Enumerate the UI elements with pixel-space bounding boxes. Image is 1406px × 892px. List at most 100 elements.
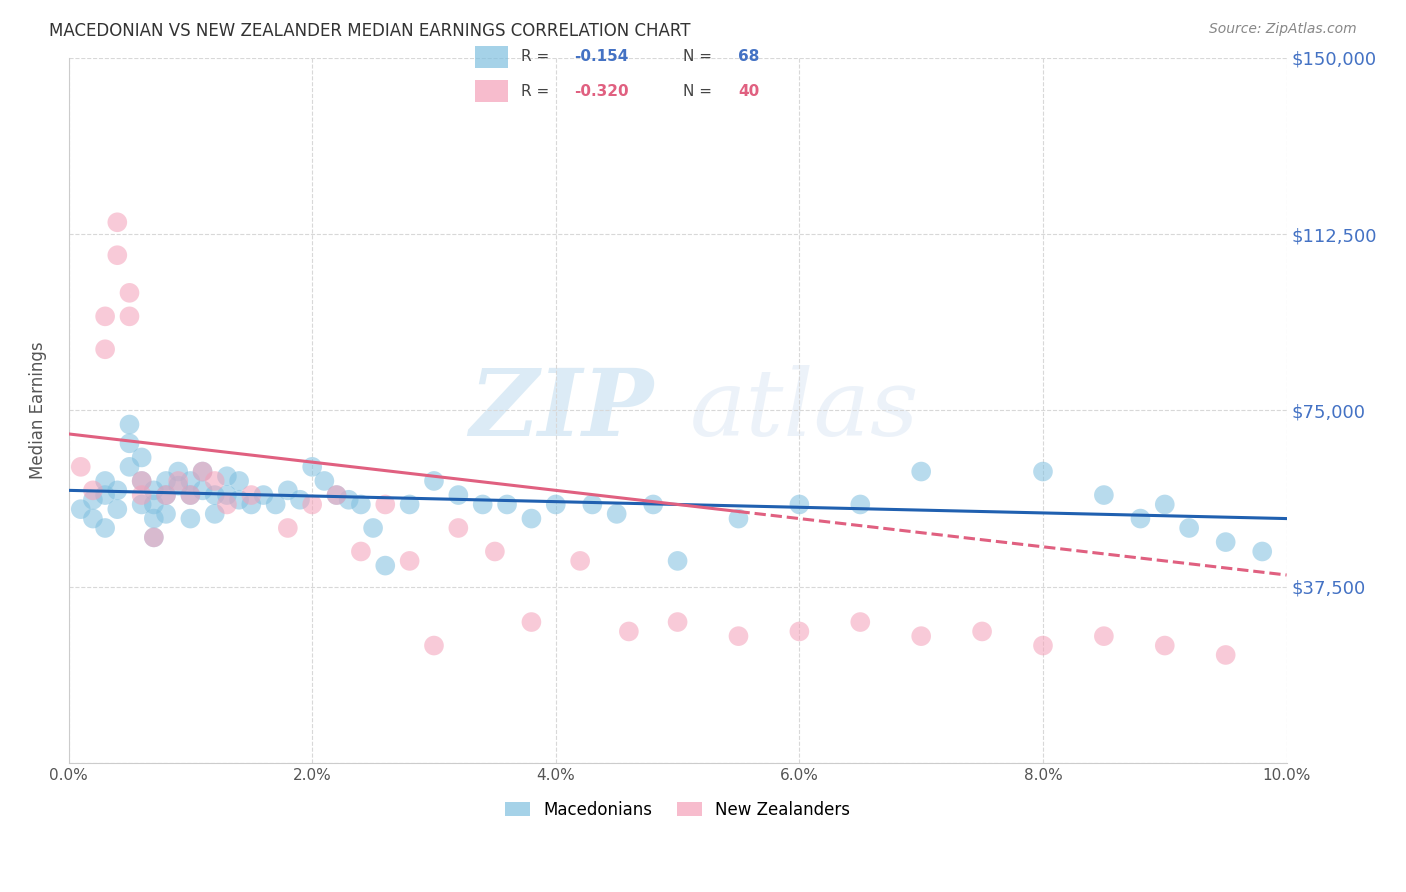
Point [264, 498, 287, 512]
Point [155, 507, 177, 521]
Text: -0.320: -0.320 [574, 84, 628, 98]
Point [131, 474, 153, 488]
Y-axis label: Median Earnings: Median Earnings [30, 342, 46, 479]
Text: R =: R = [520, 84, 548, 98]
Legend: Macedonians, New Zealanders: Macedonians, New Zealanders [498, 794, 858, 825]
Point [155, 474, 177, 488]
Point [277, 521, 299, 535]
Point [970, 624, 993, 639]
Point [118, 436, 141, 450]
Point [142, 511, 165, 525]
Point [350, 498, 373, 512]
Point [325, 488, 347, 502]
Text: Source: ZipAtlas.com: Source: ZipAtlas.com [1209, 22, 1357, 37]
Point [350, 544, 373, 558]
Point [179, 511, 201, 525]
Text: 40: 40 [738, 84, 759, 98]
Point [789, 498, 811, 512]
Point [484, 544, 506, 558]
Point [910, 629, 932, 643]
Point [301, 498, 323, 512]
Point [423, 474, 446, 488]
Point [361, 521, 384, 535]
Point [204, 488, 226, 502]
Point [94, 474, 117, 488]
Bar [475, 46, 508, 68]
Point [240, 498, 263, 512]
Text: -0.154: -0.154 [574, 49, 628, 64]
Point [179, 474, 201, 488]
Point [1215, 535, 1237, 549]
Point [1153, 639, 1175, 653]
Point [374, 558, 396, 573]
Point [666, 615, 689, 629]
Point [155, 488, 177, 502]
Point [131, 450, 153, 465]
Point [228, 492, 250, 507]
Point [228, 474, 250, 488]
Point [569, 554, 592, 568]
Point [155, 488, 177, 502]
Point [1032, 639, 1054, 653]
Point [301, 459, 323, 474]
Point [423, 639, 446, 653]
Point [849, 498, 872, 512]
Point [105, 483, 128, 498]
Point [82, 483, 104, 498]
Point [544, 498, 567, 512]
Point [398, 554, 420, 568]
Text: R =: R = [520, 49, 548, 64]
Point [167, 465, 190, 479]
Point [1092, 488, 1115, 502]
Point [727, 511, 749, 525]
Point [142, 530, 165, 544]
Point [789, 624, 811, 639]
Point [447, 521, 470, 535]
Point [288, 492, 311, 507]
Point [191, 465, 214, 479]
Point [204, 507, 226, 521]
Text: MACEDONIAN VS NEW ZEALANDER MEDIAN EARNINGS CORRELATION CHART: MACEDONIAN VS NEW ZEALANDER MEDIAN EARNI… [49, 22, 690, 40]
Point [191, 483, 214, 498]
Point [325, 488, 347, 502]
Bar [475, 80, 508, 102]
Point [496, 498, 519, 512]
Point [215, 469, 238, 483]
Point [849, 615, 872, 629]
Point [643, 498, 665, 512]
Point [471, 498, 494, 512]
Point [118, 459, 141, 474]
Point [1215, 648, 1237, 662]
Point [520, 511, 543, 525]
Point [118, 310, 141, 324]
Point [179, 488, 201, 502]
Point [105, 248, 128, 262]
Point [1178, 521, 1201, 535]
Point [277, 483, 299, 498]
Point [910, 465, 932, 479]
Point [581, 498, 603, 512]
Point [1032, 465, 1054, 479]
Point [142, 530, 165, 544]
Point [179, 488, 201, 502]
Point [131, 488, 153, 502]
Point [337, 492, 360, 507]
Point [94, 343, 117, 357]
Point [215, 498, 238, 512]
Point [69, 502, 91, 516]
Point [118, 285, 141, 300]
Point [520, 615, 543, 629]
Text: 68: 68 [738, 49, 759, 64]
Point [606, 507, 628, 521]
Point [314, 474, 336, 488]
Point [191, 465, 214, 479]
Point [240, 488, 263, 502]
Point [82, 511, 104, 525]
Point [131, 474, 153, 488]
Point [617, 624, 640, 639]
Point [167, 478, 190, 492]
Text: ZIP: ZIP [470, 366, 654, 456]
Point [374, 498, 396, 512]
Point [82, 492, 104, 507]
Point [666, 554, 689, 568]
